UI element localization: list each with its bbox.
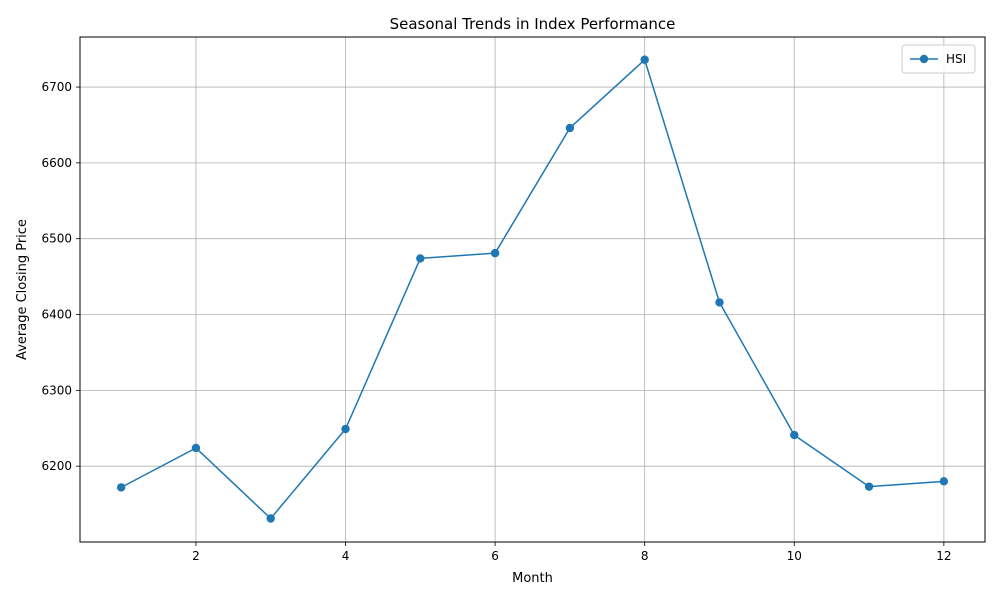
plot-frame <box>79 36 986 543</box>
x-tick-label: 6 <box>491 549 499 563</box>
data-point <box>341 424 350 434</box>
y-tick-label: 6600 <box>41 156 72 170</box>
data-point <box>790 430 799 440</box>
legend: HSI <box>901 44 976 74</box>
x-tick-label: 12 <box>936 549 951 563</box>
x-axis-label: Month <box>512 571 553 586</box>
data-point <box>266 514 275 523</box>
data-point <box>939 477 949 486</box>
series-lines <box>120 59 944 520</box>
x-tick-label: 10 <box>787 549 802 563</box>
x-tick-label: 2 <box>192 549 200 563</box>
y-tick-label: 6400 <box>41 308 72 322</box>
y-tick-label: 6500 <box>41 232 72 246</box>
data-point <box>640 55 649 64</box>
y-axis-ticks: 6200 6300 6400 6500 6600 6700 <box>41 80 80 473</box>
series-line <box>120 59 944 520</box>
y-tick-label: 6200 <box>41 459 72 473</box>
legend-label: HSI <box>946 52 966 66</box>
data-point <box>416 254 425 263</box>
y-tick-label: 6300 <box>41 383 72 397</box>
legend-marker <box>919 54 929 64</box>
series-markers <box>116 55 949 523</box>
x-tick-label: 8 <box>641 549 649 563</box>
y-axis-label: Average Closing Price <box>15 219 30 360</box>
data-point <box>565 123 575 133</box>
grid <box>80 37 985 542</box>
legend-box <box>901 44 976 74</box>
chart-title: Seasonal Trends in Index Performance <box>390 15 676 33</box>
data-point <box>116 483 126 492</box>
data-point <box>715 298 724 307</box>
data-point <box>864 482 874 491</box>
data-point <box>191 443 201 453</box>
x-axis-ticks: 2 4 6 8 10 12 <box>192 542 952 563</box>
x-tick-label: 4 <box>342 549 350 563</box>
y-tick-label: 6700 <box>41 80 72 94</box>
data-point <box>490 248 500 258</box>
